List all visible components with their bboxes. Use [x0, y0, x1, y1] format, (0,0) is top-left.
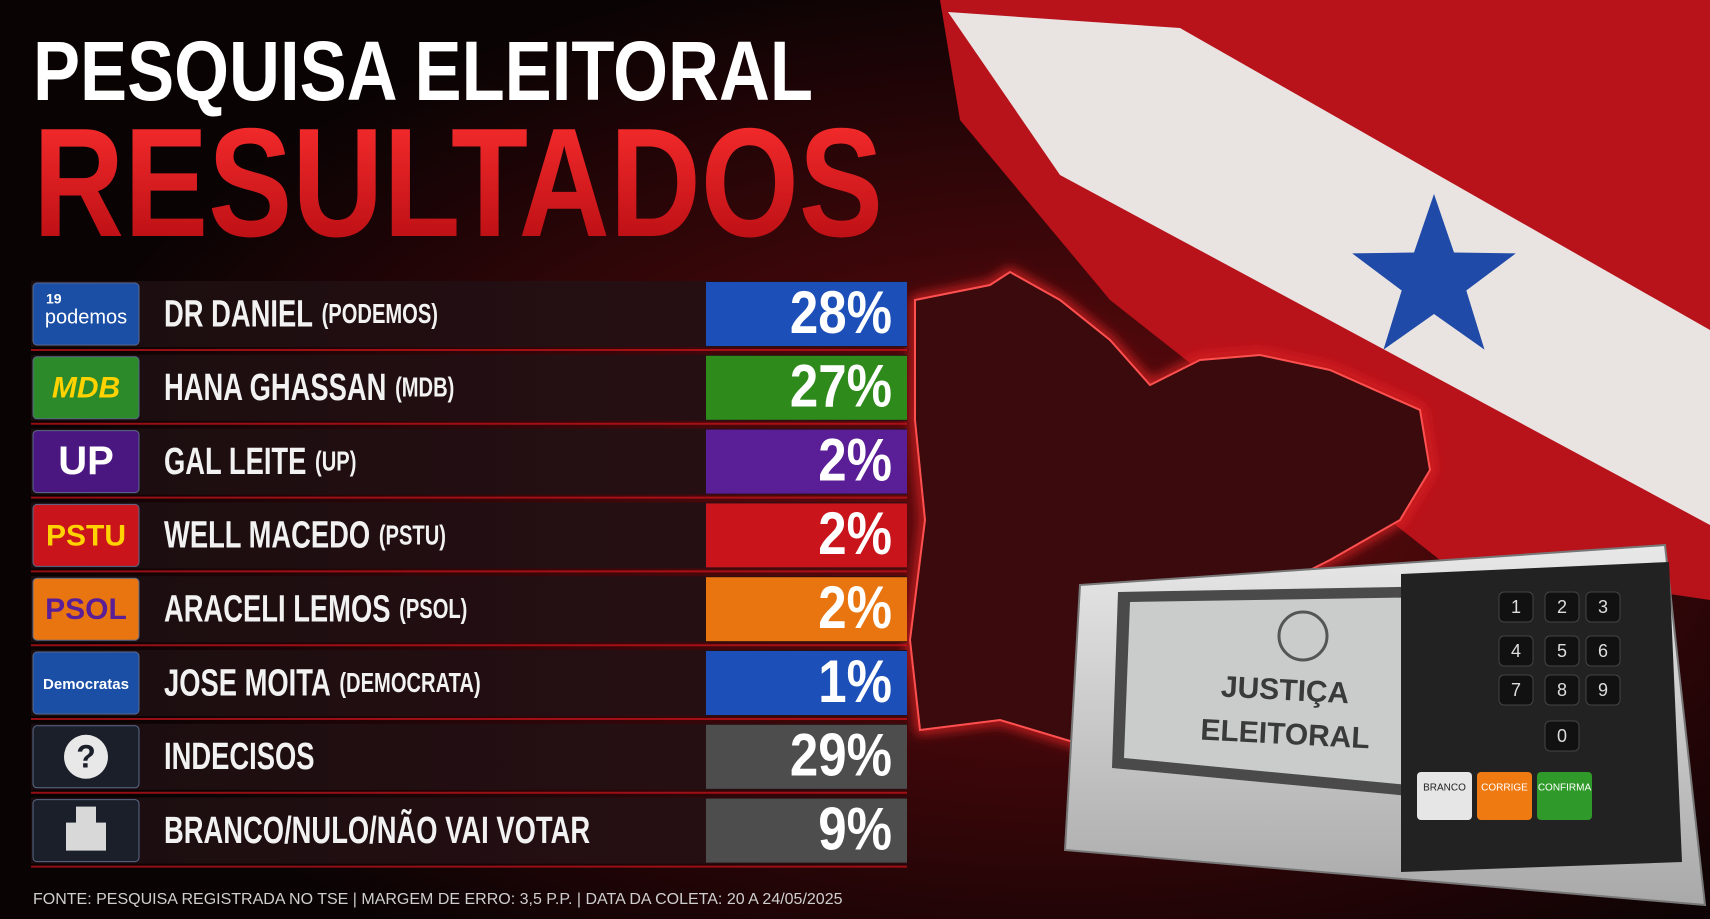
logo-text: podemos: [45, 306, 127, 328]
party-logo: [32, 430, 140, 494]
candidate-name: BRANCO/NULO/NÃO VAI VOTAR: [164, 808, 590, 852]
candidate-name: INDECISOS: [164, 736, 315, 778]
candidate: HANA GHASSAN (MDB): [164, 367, 454, 409]
flag-stripe: [948, 12, 1710, 525]
emblem: [1277, 610, 1329, 662]
candidate: DR DANIEL (PODEMOS): [164, 293, 438, 335]
candidate: INDECISOS: [164, 736, 315, 778]
party-logo: [32, 356, 140, 420]
key-label: 6: [1598, 641, 1608, 661]
candidate-party: (MDB): [395, 373, 454, 404]
flag-star: [1352, 194, 1516, 350]
key-label: 8: [1557, 680, 1567, 700]
logo-text: MDB: [52, 372, 120, 405]
candidate: ARACELI LEMOS (PSOL): [164, 588, 467, 630]
key-label: 4: [1511, 641, 1521, 661]
key-label: 9: [1598, 680, 1608, 700]
key-label: 1: [1511, 597, 1521, 617]
logo-ballot-box: [66, 822, 106, 851]
result-box: [706, 577, 907, 642]
candidate-name: GAL LEITE: [164, 440, 306, 482]
logo-text: Democratas: [43, 676, 129, 693]
candidate-party: (DEMOCRATA): [339, 668, 480, 699]
footer: FONTE: PESQUISA REGISTRADA NO TSE | MARG…: [33, 891, 843, 908]
candidate-name: HANA GHASSAN: [164, 367, 386, 409]
logo-text: PSTU: [46, 519, 126, 552]
result-box: [706, 355, 907, 420]
party-logo: [32, 503, 140, 567]
key-label: 3: [1598, 597, 1608, 617]
logo-circle: [64, 734, 108, 779]
map: [908, 270, 1432, 752]
button-label: CONFIRMA: [1538, 783, 1592, 794]
result-value: 28%: [790, 279, 892, 346]
button-label: CORRIGE: [1481, 783, 1528, 794]
screen-text: JUSTIÇA: [1220, 671, 1350, 711]
result-value: 1%: [818, 648, 892, 715]
title: PESQUISA ELEITORAL: [33, 24, 813, 118]
keypad-key: [1544, 674, 1580, 706]
candidate: WELL MACEDO (PSTU): [164, 514, 446, 556]
logo-text: UP: [58, 439, 114, 483]
result-box: [706, 798, 907, 863]
screen: [1124, 597, 1440, 788]
result-value: 2%: [818, 574, 892, 641]
keypad-key: [1585, 591, 1621, 623]
keypad-key: [1498, 674, 1534, 706]
logo-ballot: [76, 806, 96, 825]
machine-button: [1537, 772, 1592, 820]
keypad-key: [1585, 635, 1621, 667]
result-value: 9%: [818, 796, 892, 863]
result-value: 29%: [790, 722, 892, 789]
button-label: BRANCO: [1423, 783, 1466, 794]
keypad-key: [1544, 720, 1580, 752]
result-box: [706, 429, 907, 494]
keypad-key: [1585, 674, 1621, 706]
logo-text: ?: [76, 738, 96, 774]
candidate-name: DR DANIEL: [164, 293, 313, 335]
keypad-key: [1498, 591, 1534, 623]
candidate: JOSE MOITA (DEMOCRATA): [164, 662, 481, 704]
result-box: [706, 651, 907, 715]
candidate-party: (PODEMOS): [322, 299, 438, 330]
keypad-panel: [1401, 562, 1682, 872]
party-logo: [32, 577, 140, 641]
machine-button: [1477, 772, 1532, 820]
result-box: [706, 282, 907, 346]
candidate: BRANCO/NULO/NÃO VAI VOTAR: [164, 808, 590, 852]
party-logo: [32, 282, 140, 346]
subtitle: RESULTADOS: [33, 96, 883, 269]
party-logo: [32, 651, 140, 715]
candidate-name: JOSE MOITA: [164, 662, 331, 704]
logo-text: PSOL: [45, 593, 127, 626]
keypad-key: [1498, 635, 1534, 667]
result-value: 2%: [818, 427, 892, 494]
result-value: 27%: [790, 353, 892, 420]
key-label: 0: [1557, 726, 1567, 746]
keypad-key: [1544, 635, 1580, 667]
result-box: [706, 724, 907, 789]
key-label: 7: [1511, 680, 1521, 700]
result-box: [706, 503, 907, 568]
candidate-party: (UP): [315, 447, 356, 478]
candidate: GAL LEITE (UP): [164, 440, 356, 482]
key-label: 5: [1557, 641, 1567, 661]
candidate-name: WELL MACEDO: [164, 514, 370, 556]
logo-number: 19: [46, 291, 62, 307]
machine-button: [1417, 772, 1472, 820]
candidate-name: ARACELI LEMOS: [164, 588, 390, 630]
key-label: 2: [1557, 597, 1567, 617]
keypad-key: [1544, 591, 1580, 623]
result-value: 2%: [818, 500, 892, 567]
candidate-party: (PSTU): [379, 521, 446, 552]
candidate-party: (PSOL): [399, 594, 467, 625]
